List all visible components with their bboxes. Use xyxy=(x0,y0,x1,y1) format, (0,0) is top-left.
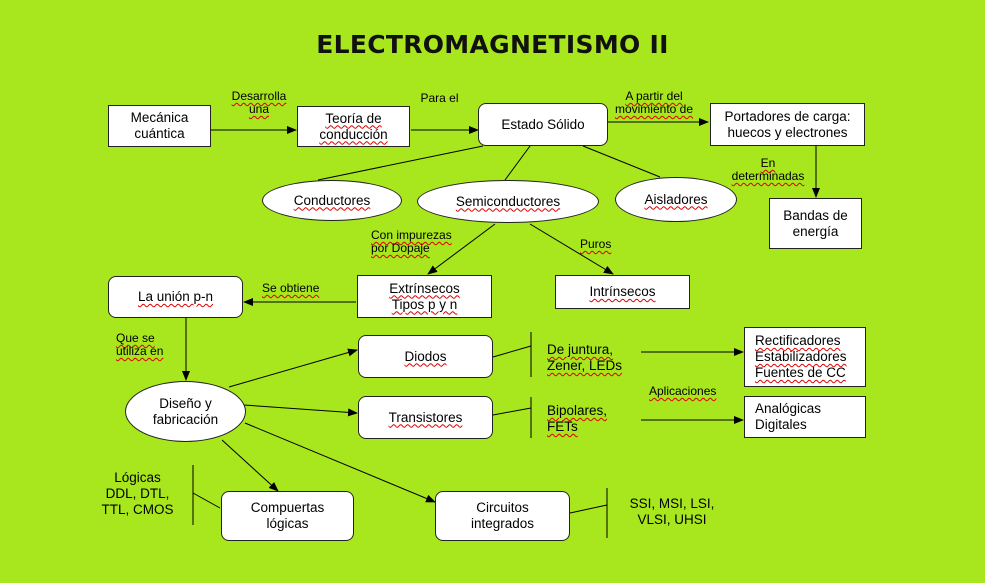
node-bandas-energia: Bandas de energía xyxy=(769,198,862,249)
label-puros: Puros xyxy=(580,237,612,251)
node-circuitos-integrados: Circuitos integrados xyxy=(435,491,570,541)
page-title: ELECTROMAGNETISMO II xyxy=(316,30,669,59)
node-estado-solido: Estado Sólido xyxy=(478,103,608,146)
line-estado-conductores xyxy=(317,145,484,181)
node-conductores: Conductores xyxy=(262,180,402,221)
line-estado-aisladores xyxy=(582,145,661,178)
node-analogicas-digitales: Analógicas Digitales xyxy=(744,396,866,438)
node-semiconductores: Semiconductores xyxy=(417,180,599,223)
node-extrinsecos: Extrínsecos Tipos p y n xyxy=(357,275,492,318)
label-se-obtiene: Se obtiene xyxy=(262,281,320,295)
arrow-diseno-circuitos xyxy=(244,422,436,503)
label-a-partir-del: A partir del movimiento de xyxy=(614,89,694,116)
node-aisladores: Aisladores xyxy=(615,177,737,222)
arrow-diseno-compuertas xyxy=(221,439,279,492)
arrow-semi-extrinsecos xyxy=(427,223,496,275)
node-diseno-fabricacion: Diseño y fabricación xyxy=(125,381,246,442)
list-de-juntura: De juntura, Zener, LEDs xyxy=(547,342,623,373)
label-con-impurezas: Con impurezas por Dopaje xyxy=(371,228,452,255)
line-transistores-bracket xyxy=(492,407,532,416)
node-transistores: Transistores xyxy=(358,396,493,439)
list-bipolares: Bipolares, FETs xyxy=(547,403,608,434)
node-union-pn: La unión p-n xyxy=(108,276,243,318)
node-teoria-conduccion: Teoría de conducción xyxy=(297,106,410,147)
list-ssi: SSI, MSI, LSI, VLSI, UHSI xyxy=(629,496,715,527)
line-circuitos-bracket xyxy=(569,504,608,514)
label-aplicaciones: Aplicaciones xyxy=(649,384,717,398)
line-estado-semiconductores xyxy=(504,145,531,181)
node-mecanica-cuantica: Mecánica cuántica xyxy=(108,105,211,147)
node-compuertas-logicas: Compuertas lógicas xyxy=(221,491,354,541)
arrow-semi-intrinsecos xyxy=(529,223,614,275)
label-en-determinadas: En determinadas xyxy=(731,156,805,183)
label-para-el: Para el xyxy=(420,91,459,105)
arrow-diseno-transistores xyxy=(243,404,358,417)
node-portadores-carga: Portadores de carga: huecos y electrones xyxy=(710,103,865,146)
line-compuertas-bracket xyxy=(192,492,221,509)
label-desarrolla-una: Desarrolla una xyxy=(231,89,287,116)
line-diodos-bracket xyxy=(492,345,532,358)
list-logicas: Lógicas DDL, DTL, TTL, CMOS xyxy=(101,470,174,517)
label-que-se-utiliza: Que se utiliza en xyxy=(116,331,164,358)
node-intrinsecos: Intrínsecos xyxy=(555,275,690,309)
node-diodos: Diodos xyxy=(358,335,493,378)
arrow-diseno-diodos xyxy=(228,348,358,388)
node-rectificadores: Rectificadores Estabilizadores Fuentes d… xyxy=(744,327,866,387)
